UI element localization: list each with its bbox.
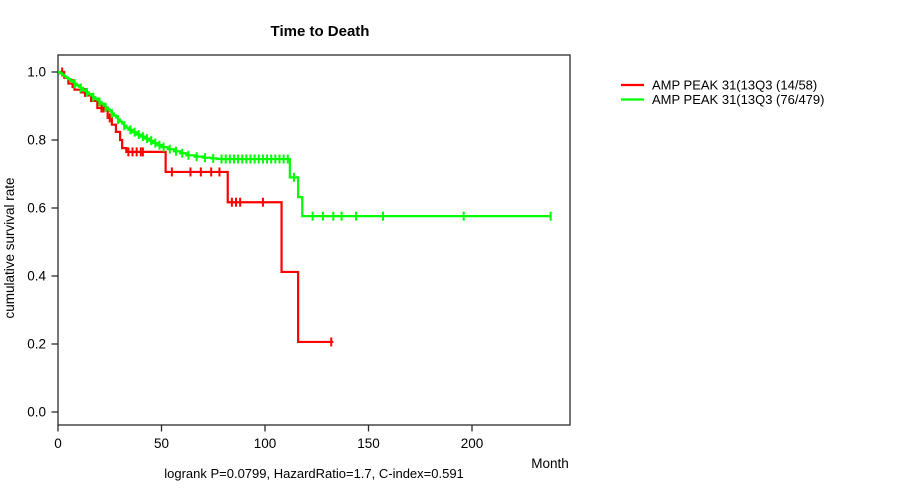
- x-tick-label: 0: [54, 436, 62, 451]
- y-axis-label: cumulative survival rate: [2, 177, 17, 318]
- survival-curve-1: [58, 70, 551, 218]
- legend-label-red: AMP PEAK 31(13Q3 (14/58): [652, 78, 817, 93]
- y-tick-label: 0.2: [27, 337, 46, 352]
- chart-title: Time to Death: [271, 23, 370, 40]
- y-tick-label: 1.0: [27, 65, 46, 80]
- y-tick-label: 0.0: [27, 405, 46, 420]
- survival-curve-0: [58, 70, 334, 344]
- y-tick-label: 0.6: [27, 201, 46, 216]
- x-tick-label: 50: [154, 436, 169, 451]
- legend: AMP PEAK 31(13Q3 (14/58) AMP PEAK 31(13Q…: [621, 78, 824, 107]
- x-tick-label: 100: [254, 436, 277, 451]
- x-tick-label: 150: [357, 436, 380, 451]
- stats-annotation: logrank P=0.0799, HazardRatio=1.7, C-ind…: [164, 466, 464, 481]
- y-tick-label: 0.4: [27, 269, 46, 284]
- legend-label-green: AMP PEAK 31(13Q3 (76/479): [652, 92, 824, 107]
- x-tick-label: 200: [461, 436, 484, 451]
- curves-layer: [58, 67, 552, 347]
- plot-area-border: [57, 54, 571, 426]
- x-axis-label: Month: [531, 456, 569, 471]
- y-tick-label: 0.8: [27, 133, 46, 148]
- axes-layer: 0 50 100 150 200 0.0 0.2 0.4 0.6 0.8 1.0: [27, 65, 483, 452]
